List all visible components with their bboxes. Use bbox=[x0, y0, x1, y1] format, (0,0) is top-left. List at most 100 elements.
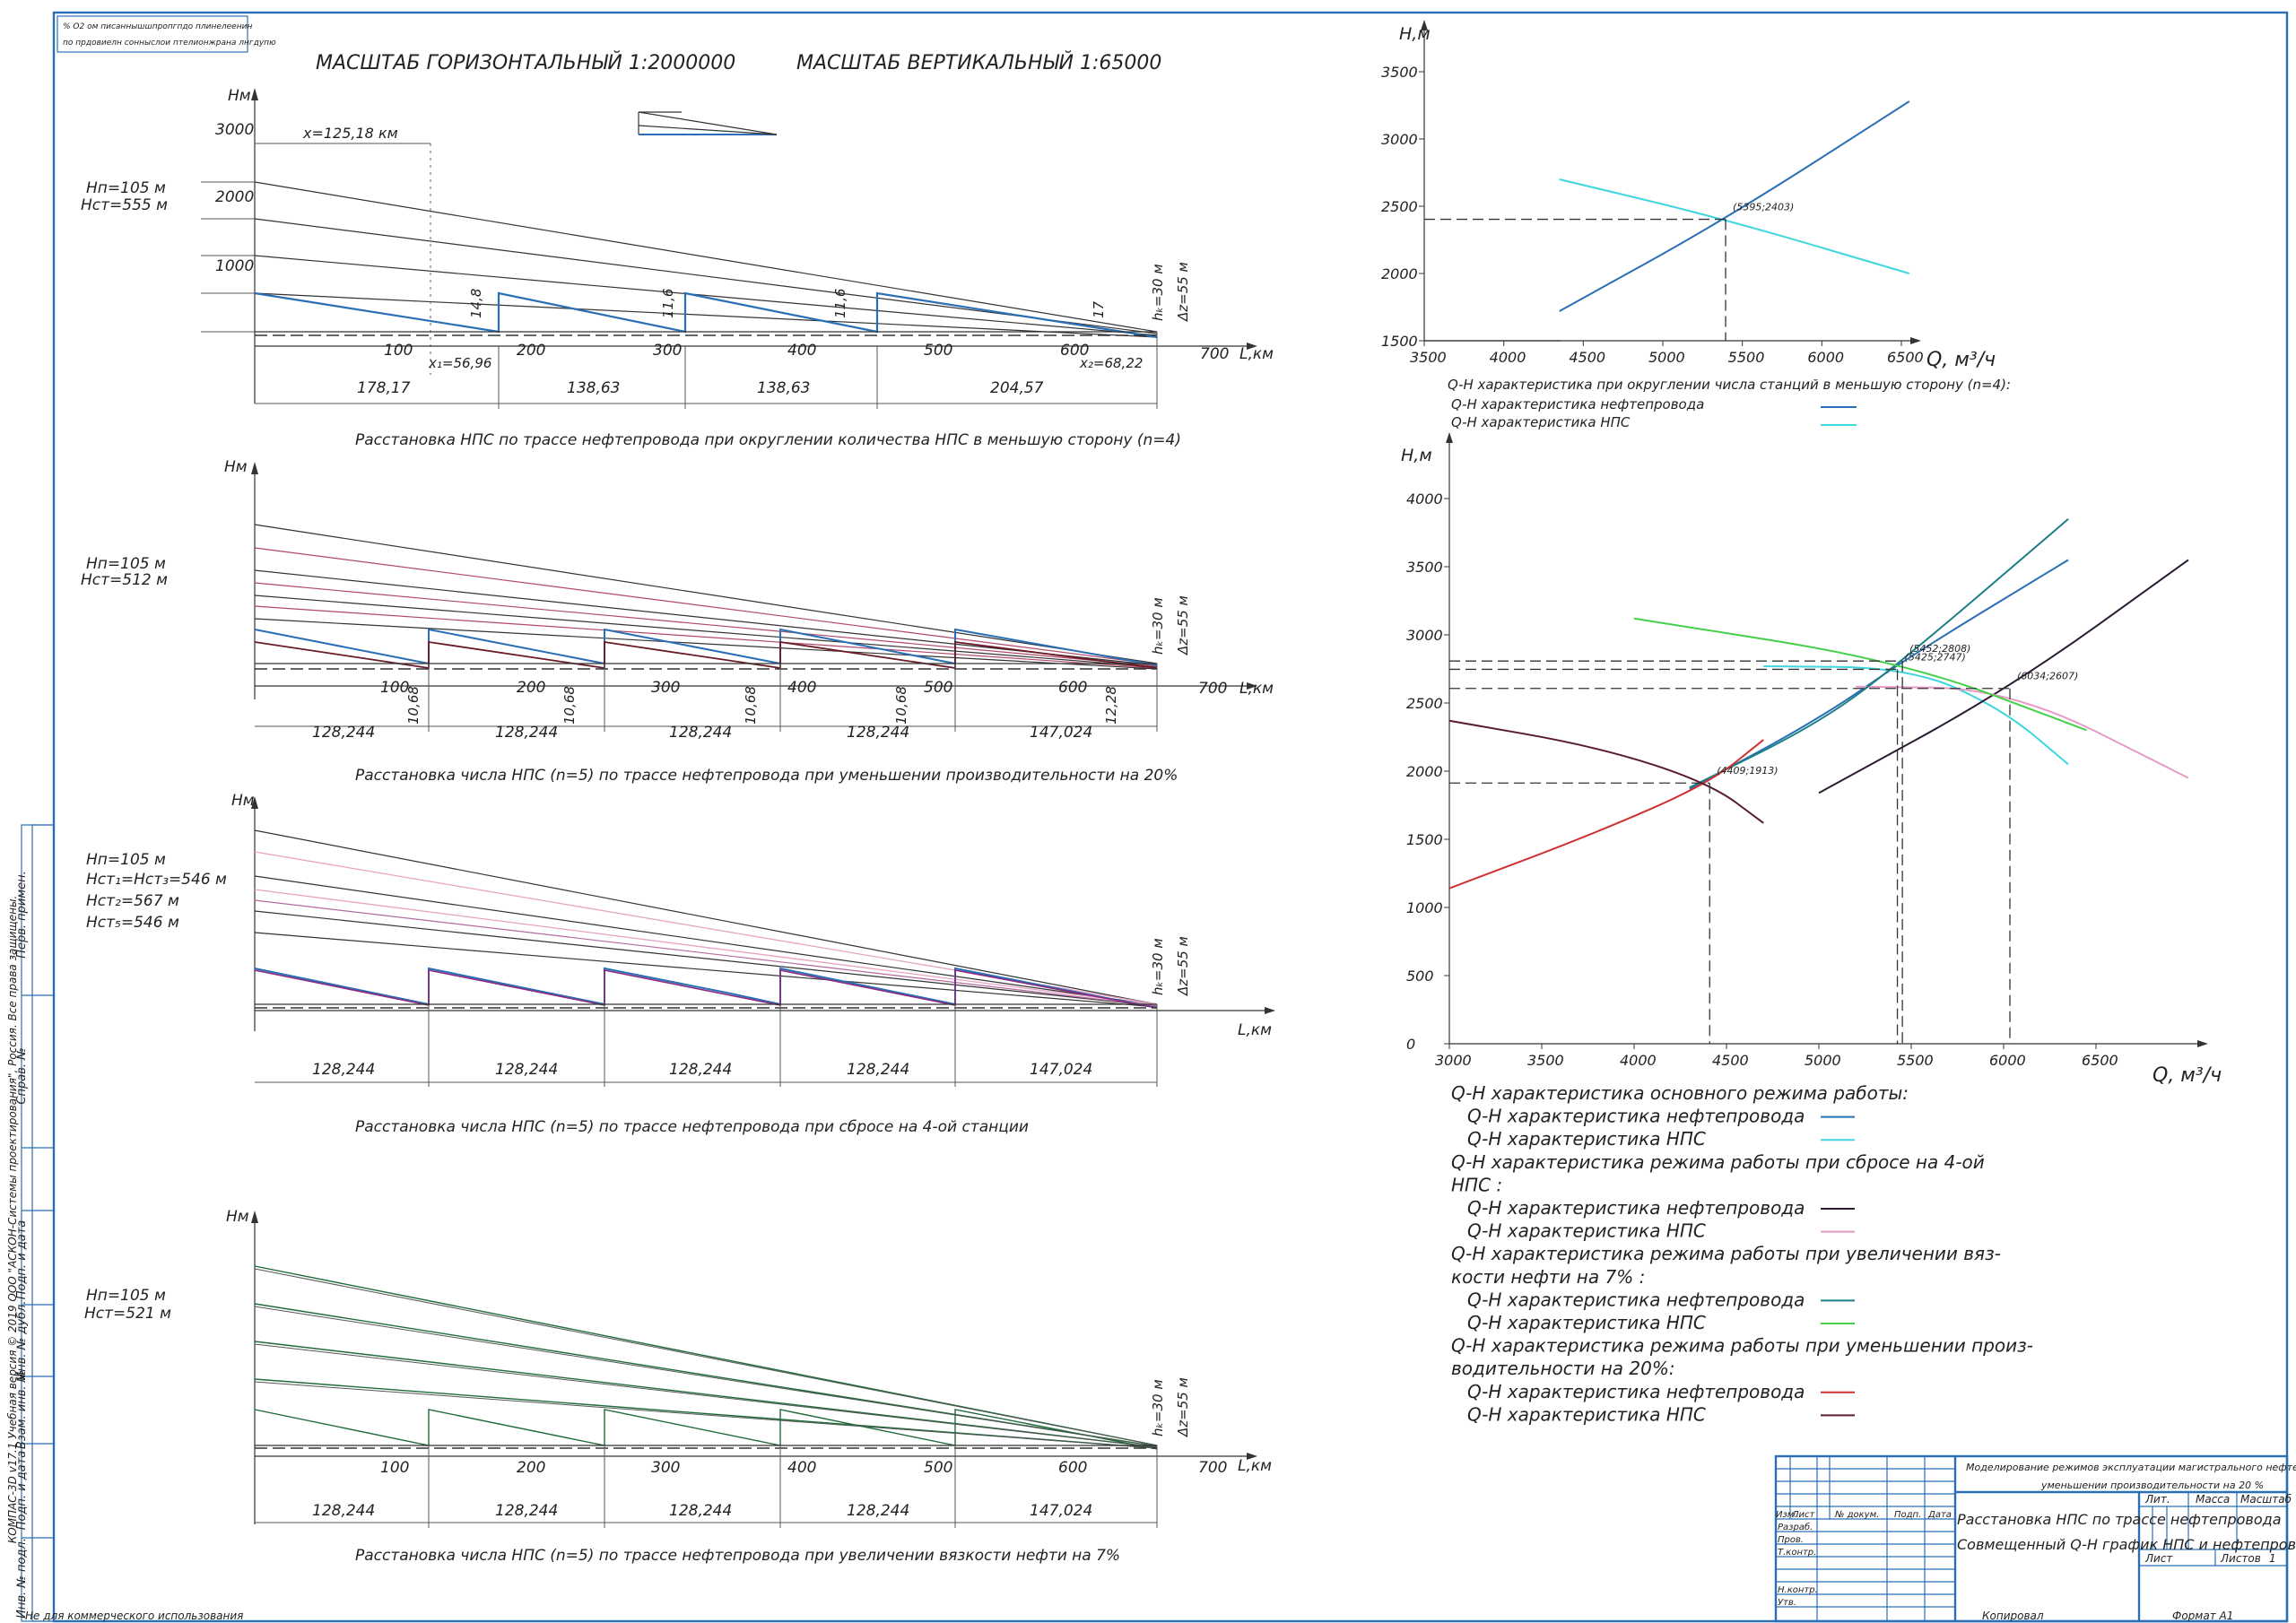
p1-x-tick: 700 bbox=[1200, 345, 1229, 363]
chart2-legend-item: кости нефти на 7% : bbox=[1451, 1266, 1645, 1288]
profile-1: Hм L,км 3000 2000 1000 Hп=105 м Hст=555 … bbox=[81, 87, 1274, 449]
p3-segment: 147,024 bbox=[1030, 1061, 1092, 1079]
chart2-series-line bbox=[1763, 664, 2069, 766]
p2-drop: 10,68 bbox=[743, 686, 759, 725]
chart2-ylabel: Н,м bbox=[1401, 446, 1432, 465]
chart1-point-label: (5395;2403) bbox=[1733, 202, 1794, 213]
p4-y-axis: Hм bbox=[226, 1208, 249, 1226]
chart1-series-line bbox=[1559, 178, 1910, 274]
p1-dz: Δz=55 м bbox=[1175, 262, 1191, 322]
p4-x-axis: L,км bbox=[1238, 1457, 1272, 1475]
tb-col: Изм. bbox=[1776, 1510, 1797, 1520]
p4-x-tick: 200 bbox=[517, 1459, 545, 1477]
p2-x-tick: 200 bbox=[517, 679, 545, 697]
tb-sheet-title: Совмещенный Q-H график НПС и нефтепровод… bbox=[1957, 1536, 2296, 1553]
chart2-x-tick: 3500 bbox=[1527, 1052, 1564, 1069]
chart1-x-tick: 4000 bbox=[1490, 349, 1526, 366]
p3-param: Hст₅=546 м bbox=[86, 914, 179, 932]
p1-segment: 204,57 bbox=[990, 379, 1044, 397]
sheet-frame bbox=[52, 11, 2289, 1623]
tb-project: уменьшении производительности на 20 % bbox=[2040, 1480, 2264, 1491]
chart1-y-tick: 3500 bbox=[1381, 64, 1418, 81]
p1-x-top: x=125,18 км bbox=[302, 125, 398, 142]
tb-meta: Масса bbox=[2196, 1493, 2230, 1506]
chart1-x-tick: 5500 bbox=[1728, 349, 1765, 366]
p3-x-axis: L,км bbox=[1238, 1021, 1272, 1039]
chart2-y-tick: 2500 bbox=[1406, 695, 1443, 712]
tb-meta: Лит. bbox=[2144, 1493, 2170, 1506]
p1-drop: 14,8 bbox=[468, 289, 484, 318]
copied-label: Копировал bbox=[1982, 1610, 2044, 1622]
p1-drop: 11,6 bbox=[832, 289, 848, 318]
chart2-legend-item: Q-H характеристика режима работы при сбр… bbox=[1451, 1151, 1985, 1173]
chart2-y-tick: 500 bbox=[1406, 968, 1434, 985]
chart2-point-label: (4409;1913) bbox=[1717, 765, 1778, 777]
chart2-legend-item: Q-H характеристика основного режима рабо… bbox=[1451, 1082, 1909, 1104]
p4-segment: 128,244 bbox=[495, 1502, 558, 1520]
qh-chart-combined: Н,м Q, м³/ч 3000 3500 4000 4500 5000 5500 6000… bbox=[1401, 432, 2222, 1425]
stamp-box bbox=[57, 15, 248, 53]
chart1-series-line bbox=[1559, 100, 1910, 312]
chart2-x-tick: 5500 bbox=[1897, 1052, 1934, 1069]
p2-segment: 147,024 bbox=[1030, 724, 1092, 742]
p1-y-tick: 3000 bbox=[215, 121, 254, 139]
chart2-legend-item: водительности на 20%: bbox=[1451, 1358, 1675, 1379]
profile-3: Hм L,км Hп=105 м Hст₁=Hст₃=546 м Hст₂=56… bbox=[86, 792, 1275, 1136]
p1-x2: x₂=68,22 bbox=[1079, 355, 1143, 371]
p4-dz: Δz=55 м bbox=[1175, 1377, 1191, 1437]
stamp-note-2: по прдовиелн сонныслои птелионжрана лнгд… bbox=[63, 39, 276, 48]
p4-param: Hп=105 м bbox=[86, 1287, 166, 1305]
p1-hk: hₖ=30 м bbox=[1150, 264, 1166, 321]
p4-x-tick: 100 bbox=[380, 1459, 409, 1477]
chart2-legend-item: Q-H характеристика нефтепровода bbox=[1467, 1197, 1805, 1219]
p1-caption: Расстановка НПС по трассе нефтепровода п… bbox=[355, 431, 1181, 449]
p2-x-tick: 400 bbox=[787, 679, 816, 697]
tb-sheet: Лист bbox=[2144, 1552, 2173, 1565]
stamp-note-1: % О2 ом писаннышшпропгпдо плинелеенин bbox=[63, 22, 252, 31]
p4-segment: 147,024 bbox=[1030, 1502, 1092, 1520]
strip-label: Инв. № дубл. bbox=[15, 1301, 29, 1381]
p4-hk: hₖ=30 м bbox=[1150, 1379, 1166, 1436]
chart2-point-label: (5425;2747) bbox=[1905, 651, 1966, 663]
tb-sheets-val: 1 bbox=[2269, 1552, 2276, 1565]
p1-param: Hп=105 м bbox=[86, 179, 166, 197]
chart2-y-tick: 4000 bbox=[1406, 490, 1443, 508]
p3-segment: 128,244 bbox=[847, 1061, 909, 1079]
p2-hk: hₖ=30 м bbox=[1150, 597, 1166, 655]
p1-segment: 138,63 bbox=[567, 379, 620, 397]
p1-x-tick: 300 bbox=[653, 342, 682, 360]
p1-x-axis: L,км bbox=[1239, 345, 1274, 363]
p4-segment: 128,244 bbox=[669, 1502, 732, 1520]
p1-y-axis: Hм bbox=[228, 87, 251, 105]
strip-label: Взам. инв. № bbox=[15, 1370, 29, 1449]
scale-vertical: МАСШТАБ ВЕРТИКАЛЬНЫЙ 1:65000 bbox=[796, 51, 1161, 74]
p4-x-tick: 700 bbox=[1198, 1459, 1227, 1477]
chart2-x-tick: 4000 bbox=[1620, 1052, 1657, 1069]
p2-x-tick: 500 bbox=[924, 679, 952, 697]
p3-segment: 128,244 bbox=[495, 1061, 558, 1079]
p1-x-tick: 400 bbox=[787, 342, 816, 360]
p1-y-tick: 2000 bbox=[215, 188, 254, 206]
p1-segment: 138,63 bbox=[757, 379, 810, 397]
p2-param: Hст=512 м bbox=[81, 571, 168, 589]
p2-segment: 128,244 bbox=[495, 724, 558, 742]
p2-y-axis: Hм bbox=[224, 458, 248, 476]
p2-dz: Δz=55 м bbox=[1175, 595, 1191, 655]
p1-x1: x₁=56,96 bbox=[428, 355, 491, 371]
chart1-x-tick: 3500 bbox=[1410, 349, 1447, 366]
strip-label: Перв. примен. bbox=[15, 871, 29, 959]
p3-param: Hп=105 м bbox=[86, 851, 166, 869]
chart2-y-tick: 1000 bbox=[1406, 899, 1443, 916]
chart2-legend-item: Q-H характеристика режима работы при уме… bbox=[1451, 1335, 2033, 1357]
tb-sheet-title: Расстановка НПС по трассе нефтепровода bbox=[1957, 1511, 2282, 1528]
strip-label: Подп. и дата bbox=[15, 1220, 29, 1300]
chart2-legend-item: Q-H характеристика нефтепровода bbox=[1467, 1381, 1805, 1402]
chart1-y-tick: 2500 bbox=[1381, 198, 1418, 215]
p2-param: Hп=105 м bbox=[86, 555, 166, 573]
p1-x-tick: 200 bbox=[517, 342, 545, 360]
chart2-legend-item: НПС : bbox=[1451, 1174, 1502, 1195]
chart2-legend-item: Q-H характеристика режима работы при уве… bbox=[1451, 1243, 2001, 1264]
chart2-legend-item: Q-H характеристика нефтепровода bbox=[1467, 1289, 1805, 1310]
tb-col: Подп. bbox=[1894, 1510, 1921, 1520]
